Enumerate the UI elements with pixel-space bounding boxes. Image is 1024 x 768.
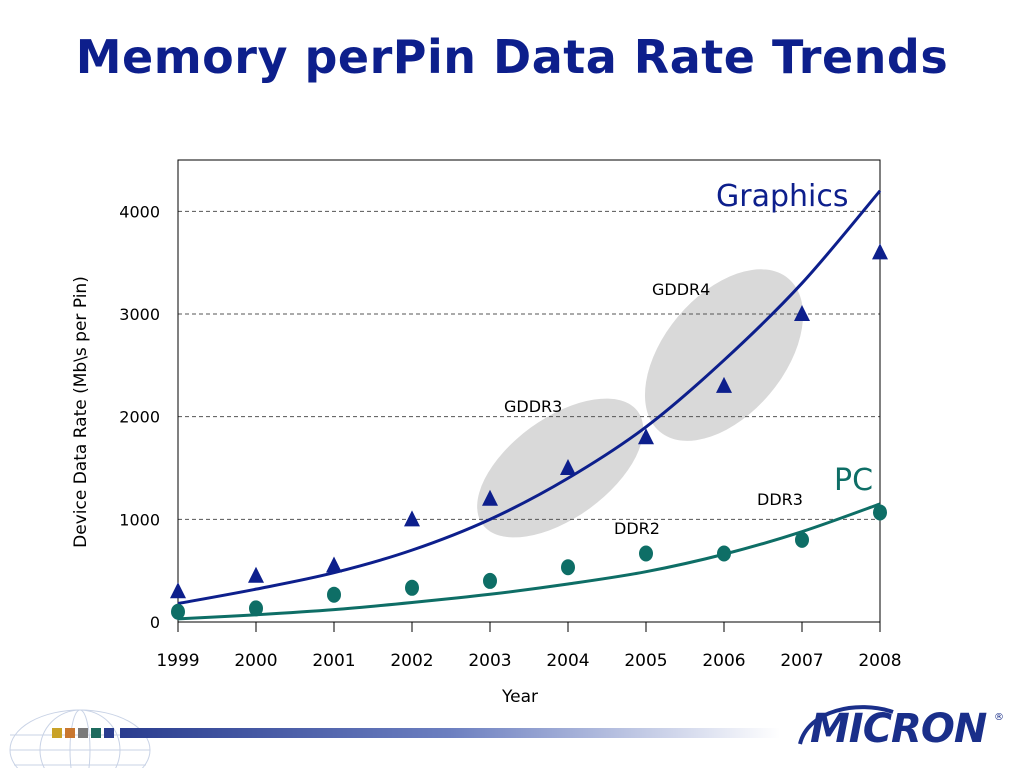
pc-point [171,603,185,620]
x-tick-label: 2001 [312,651,355,671]
graphics-point [404,510,420,527]
footer-square [65,728,75,738]
y-tick-label: 1000 [119,510,160,529]
pc-point [249,600,263,617]
graphics-point [170,582,186,599]
x-tick-label: 2005 [624,651,667,671]
graphics-point [482,489,498,506]
footer-bar [120,728,780,738]
slide-title: Memory perPin Data Rate Trends [75,30,949,84]
graphics-point [794,305,810,321]
graphics-point [560,459,576,475]
x-tick-label: 1999 [156,651,199,671]
pc-series-label: PC [834,463,873,498]
graphics-series-label: Graphics [716,179,848,214]
graphics-trendline [177,189,882,605]
gddr3-label: GDDR3 [504,397,562,416]
x-axis: 1999 2000 2001 2002 2003 2004 2005 2006 2007 2008 [156,622,902,671]
ddr3-label: DDR3 [757,490,803,509]
pc-point [483,572,497,589]
graphics-point [326,556,342,573]
pc-point [795,531,809,548]
logo-text: MICRON [810,706,987,752]
pc-point [405,579,419,596]
pc-trendline [177,502,881,621]
x-tick-label: 2000 [234,651,277,671]
x-tick-label: 2003 [468,651,511,671]
x-tick-label: 2002 [390,651,433,671]
micron-logo: MICRON ® [798,705,1004,752]
x-tick-label: 2006 [702,651,745,671]
pc-point [873,504,887,521]
pc-point [561,559,575,576]
graphics-point [872,243,888,260]
x-tick-label: 2004 [546,651,589,671]
gridlines [178,210,880,520]
y-tick-label: 3000 [119,305,160,324]
y-axis: 0 1000 2000 3000 4000 [119,202,160,632]
gddr4-ellipse [644,269,804,441]
globe-decoration [9,709,151,768]
graphics-point [638,428,654,445]
y-axis-label: Device Data Rate (Mb\s per Pin) [71,276,91,548]
y-tick-label: 4000 [119,202,160,221]
pc-point [327,586,341,603]
graphics-point [716,376,732,393]
y-tick-label: 2000 [119,408,160,427]
x-axis-label: Year [501,687,538,707]
data-points [170,243,888,620]
gddr4-label: GDDR4 [652,280,710,299]
footer-square [52,728,62,738]
pc-point [639,545,653,562]
series-labels: Graphics PC GDDR3 GDDR4 DDR2 DDR3 [504,179,873,538]
gddr3-ellipse [477,398,644,538]
graphics-point [248,566,264,583]
footer-square [91,728,101,738]
pc-point [717,545,731,562]
footer-square [78,728,88,738]
x-tick-label: 2007 [780,651,823,671]
y-tick-label: 0 [150,613,160,632]
plot-frame [177,159,881,623]
footer-square [104,728,114,738]
ddr2-label: DDR2 [614,519,660,538]
footer-squares [52,728,114,738]
x-tick-label: 2008 [858,651,901,671]
trendlines [177,189,882,621]
logo-mark: ® [994,712,1004,723]
annotation-ellipses [477,269,804,538]
